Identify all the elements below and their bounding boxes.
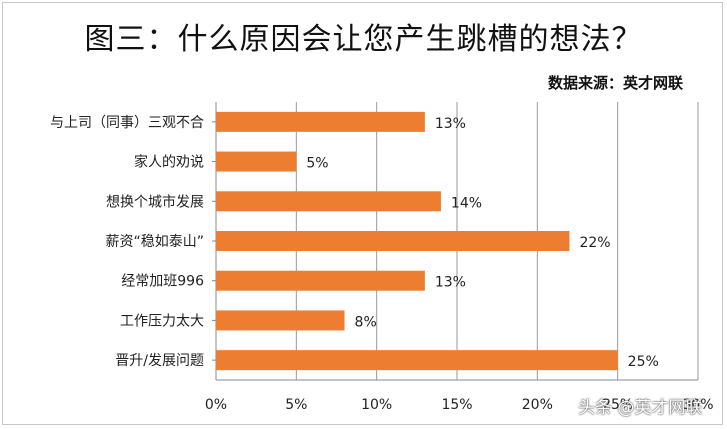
category-label: 经常加班996 (121, 274, 204, 290)
x-tick-label: 25% (602, 397, 633, 413)
category-label: 薪资“稳如泰山” (105, 234, 204, 250)
x-tick-label: 30% (682, 397, 713, 413)
category-label: 工作压力太大 (120, 313, 204, 329)
x-tick-label: 5% (285, 397, 307, 413)
data-label: 22% (579, 235, 610, 251)
data-label: 25% (628, 354, 659, 370)
bar (216, 231, 570, 251)
bar (216, 191, 441, 212)
category-label: 家人的劝说 (134, 154, 204, 171)
category-label: 晋升/发展问题 (115, 353, 204, 369)
bar (216, 111, 425, 132)
bar (216, 310, 345, 331)
chart-title: 图三：什么原因会让您产生跳槽的想法？ (84, 22, 643, 57)
x-tick-label: 20% (522, 397, 553, 413)
category-label: 想换个城市发展 (106, 193, 204, 210)
data-label: 8% (355, 314, 377, 330)
category-label: 与上司（同事）三观不合 (50, 115, 204, 131)
data-label: 13% (435, 275, 466, 291)
x-tick-label: 0% (205, 397, 227, 413)
x-tick-label: 15% (441, 397, 472, 413)
bar (216, 350, 618, 371)
chart-frame (2, 2, 723, 425)
data-label: 13% (435, 116, 466, 132)
bar (216, 151, 297, 172)
watermark: 头条 @英才网联 (578, 398, 703, 418)
x-tick-label: 10% (361, 397, 392, 413)
bar (216, 270, 425, 291)
data-label: 5% (306, 156, 328, 172)
chart-subtitle: 数据来源：英才网联 (547, 74, 683, 92)
data-label: 14% (451, 195, 482, 211)
